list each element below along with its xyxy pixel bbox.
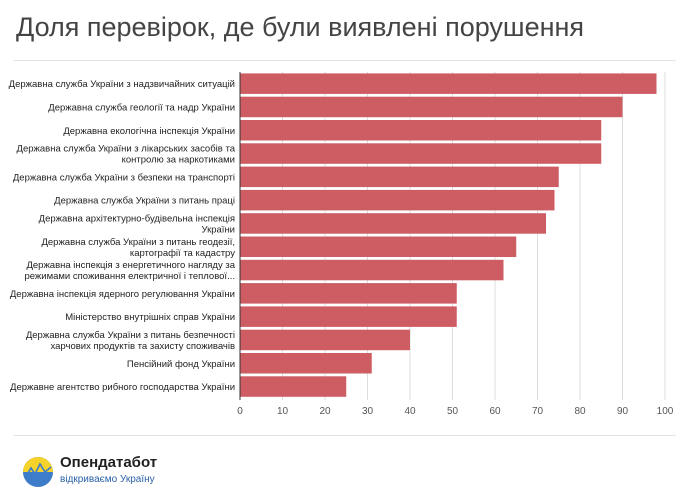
brand-logo-icon: [23, 457, 53, 487]
x-tick-label: 50: [447, 406, 459, 417]
x-tick-label: 60: [489, 406, 501, 417]
footer-divider: [14, 435, 676, 436]
category-label: Державна служба України з питань праці: [54, 196, 235, 207]
bar: [240, 306, 457, 327]
bars: [240, 73, 657, 397]
title-divider: [14, 60, 676, 61]
bar: [240, 73, 657, 94]
bar: [240, 283, 457, 304]
x-tick-label: 0: [237, 406, 243, 417]
bar: [240, 259, 504, 281]
category-label: Державна інспекція ядерного регулювання …: [10, 289, 235, 300]
category-label: контролю за наркотиками: [122, 155, 235, 166]
x-tick-label: 70: [532, 406, 544, 417]
x-tick-labels: 0 10 20 30 40 50 60 70 80 90 100: [237, 406, 674, 417]
bar: [240, 120, 602, 141]
x-tick-label: 20: [319, 406, 331, 417]
x-tick-label: 30: [362, 406, 374, 417]
x-tick-label: 90: [617, 406, 629, 417]
category-label: режимами споживання електричної і теплов…: [24, 271, 235, 282]
bar: [240, 166, 559, 188]
category-label: України: [201, 224, 235, 235]
category-label: Державне агентство рибного господарства …: [10, 382, 235, 393]
category-label: Державна служба України з питань безпечн…: [26, 330, 235, 341]
category-label: Державна служба України з питань геодезі…: [41, 237, 235, 248]
bar: [240, 96, 623, 118]
category-label: харчових продуктів та захисту споживачів: [51, 341, 236, 352]
category-label: Державна екологічна інспекція України: [63, 126, 235, 137]
category-label: Державна служба України з безпеки на тра…: [13, 172, 235, 183]
brand-tagline: відкриваємо Україну: [60, 474, 155, 485]
brand-logo: Опендатабот відкриваємо Україну: [22, 452, 212, 492]
category-label: Державна інспекція з енергетичного нагля…: [26, 260, 235, 271]
brand-name: Опендатабот: [60, 454, 158, 471]
bar-chart: Державна служба України з надзвичайних с…: [9, 72, 674, 417]
category-label: Державна архітектурно-будівельна інспекц…: [39, 213, 235, 224]
bar: [240, 213, 546, 234]
bar: [240, 353, 372, 374]
category-label: Державна служба України з надзвичайних с…: [9, 79, 235, 90]
bar: [240, 376, 347, 397]
category-label: Державна служба геології та надр України: [48, 102, 235, 113]
chart-title: Доля перевірок, де були виявлені порушен…: [16, 12, 585, 42]
category-labels: Державна служба України з надзвичайних с…: [9, 79, 236, 393]
bar: [240, 236, 517, 257]
category-label: Міністерство внутрішніх справ України: [65, 312, 235, 323]
x-tick-label: 10: [277, 406, 289, 417]
category-label: Пенсійний фонд України: [127, 359, 235, 370]
bar: [240, 329, 410, 351]
x-tick-label: 80: [574, 406, 586, 417]
bar: [240, 189, 555, 211]
category-label: Державна служба України з лікарських зас…: [17, 144, 236, 155]
category-label: картографії та кадастру: [130, 248, 235, 259]
x-tick-label: 100: [657, 406, 674, 417]
x-tick-label: 40: [404, 406, 416, 417]
bar: [240, 143, 602, 164]
